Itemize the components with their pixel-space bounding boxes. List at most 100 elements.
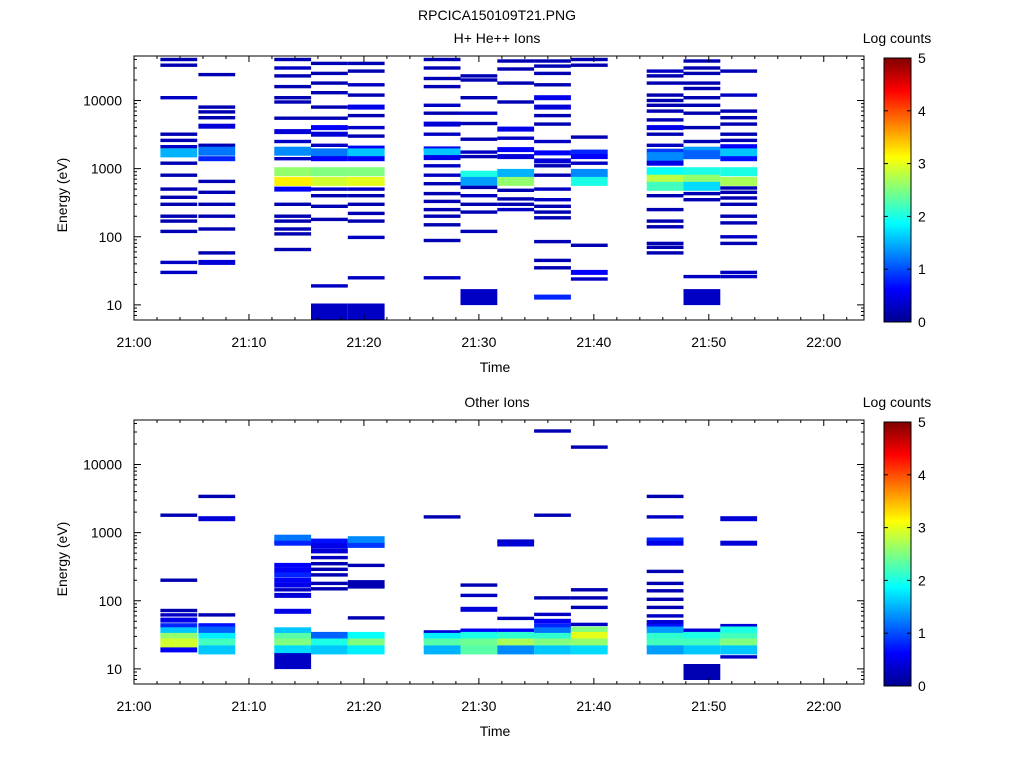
colorbar-tick-label: 0 — [918, 314, 926, 330]
heatmap-cell — [160, 214, 198, 218]
heatmap-cell — [198, 251, 236, 255]
colorbar-tick-label: 0 — [918, 678, 926, 694]
heatmap-cell — [423, 199, 461, 204]
heatmap-cell — [347, 187, 385, 191]
heatmap-cell — [720, 190, 758, 194]
heatmap-cell — [534, 59, 571, 63]
heatmap-cell — [347, 583, 385, 587]
x-tick-label: 21:20 — [346, 698, 381, 714]
heatmap-cell — [683, 125, 721, 130]
heatmap-cell — [720, 196, 758, 200]
heatmap-cell — [460, 645, 498, 655]
panel-title: Other Ions — [464, 394, 529, 410]
heatmap-cell — [646, 515, 684, 519]
heatmap-cell — [198, 146, 236, 156]
heatmap-cell — [570, 277, 608, 281]
heatmap-cell — [311, 167, 348, 177]
heatmap-cell — [311, 143, 348, 147]
heatmap-cell — [720, 132, 758, 136]
heatmap-cell — [534, 294, 571, 300]
heatmap-cell — [720, 93, 758, 97]
heatmap-cell — [720, 241, 758, 246]
y-tick-label: 100 — [99, 593, 123, 609]
heatmap-cell — [720, 167, 758, 177]
heatmap-cell — [311, 538, 348, 544]
heatmap-cell — [646, 537, 684, 543]
heatmap-cell — [570, 622, 608, 627]
heatmap-cell — [347, 104, 385, 110]
x-tick-label: 21:40 — [576, 334, 611, 350]
heatmap-cell — [646, 181, 684, 191]
heatmap-cell — [534, 204, 571, 208]
heatmap-cell — [646, 167, 684, 177]
heatmap-cell — [198, 116, 236, 120]
heatmap-cell — [423, 121, 461, 127]
heatmap-cell — [198, 179, 236, 184]
heatmap-cell — [646, 194, 684, 198]
heatmap-cell — [311, 204, 348, 208]
heatmap-cell — [347, 638, 385, 648]
heatmap-cell — [160, 260, 198, 265]
heatmap-cell — [347, 616, 385, 620]
heatmap-cell — [497, 541, 535, 547]
heatmap-cell — [274, 57, 312, 62]
heatmap-cell — [720, 626, 758, 636]
heatmap-cell — [198, 645, 236, 655]
heatmap-cell — [720, 235, 758, 239]
heatmap-cell — [198, 110, 236, 114]
heatmap-cell — [534, 158, 571, 164]
heatmap-cell — [646, 125, 684, 131]
heatmap-cell — [311, 587, 348, 591]
heatmap-cell — [160, 613, 198, 617]
heatmap-cell — [570, 57, 608, 62]
colorbar-ticks: 0 1 2 3 4 5 — [884, 50, 926, 330]
heatmap-cell — [423, 515, 461, 519]
heatmap-cell — [534, 266, 571, 270]
heatmap-cell — [460, 137, 498, 141]
heatmap-cell — [160, 57, 198, 62]
heatmap-cell — [720, 655, 758, 659]
heatmap-cell — [347, 276, 385, 280]
heatmap-cell — [720, 632, 758, 642]
heatmap-cell — [534, 71, 571, 76]
heatmap-cell — [160, 219, 198, 223]
heatmap-cell — [347, 61, 385, 66]
heatmap-cell — [311, 631, 348, 641]
heatmap-cell — [198, 190, 236, 194]
heatmap-cell — [423, 76, 461, 81]
heatmap-cell — [646, 645, 684, 655]
heatmap-cell — [534, 645, 571, 655]
heatmap-cell — [460, 176, 498, 186]
heatmap-cell — [423, 84, 461, 89]
y-tick-label: 10 — [106, 661, 122, 677]
heatmap-cell — [460, 631, 498, 641]
x-axis-label: Time — [480, 723, 511, 739]
heatmap-cell — [683, 71, 721, 76]
heatmap-cell — [274, 96, 312, 100]
heatmap-cell — [274, 540, 312, 546]
heatmap-cell — [160, 647, 198, 653]
heatmap-cell — [274, 227, 312, 231]
heatmap-cell — [347, 93, 385, 97]
heatmap-cell — [497, 645, 535, 655]
heatmap-cell — [646, 160, 684, 166]
plot-frame — [133, 419, 865, 685]
heatmap-cell — [423, 57, 461, 62]
heatmap-cell — [460, 170, 498, 180]
heatmap-cell — [460, 78, 498, 82]
heatmap-cell — [160, 608, 198, 613]
heatmap-cell — [311, 131, 348, 137]
colorbar-tick-label: 2 — [918, 208, 926, 224]
heatmap-cell — [311, 194, 348, 198]
heatmap-cell — [497, 136, 535, 140]
heatmap-cell — [570, 176, 608, 186]
heatmap-cell — [160, 145, 198, 149]
heatmap-cell — [683, 198, 721, 202]
heatmap-cell — [497, 616, 535, 621]
heatmap-cell — [311, 562, 348, 566]
heatmap-cell — [198, 638, 236, 648]
panel-h-he-ions: H+ He++ Ions 21:00 21:10 21:20 21:30 21:40 21… — [54, 30, 931, 375]
heatmap-cell — [160, 627, 198, 637]
heatmap-cell — [646, 109, 684, 113]
heatmap-cell — [311, 148, 348, 158]
